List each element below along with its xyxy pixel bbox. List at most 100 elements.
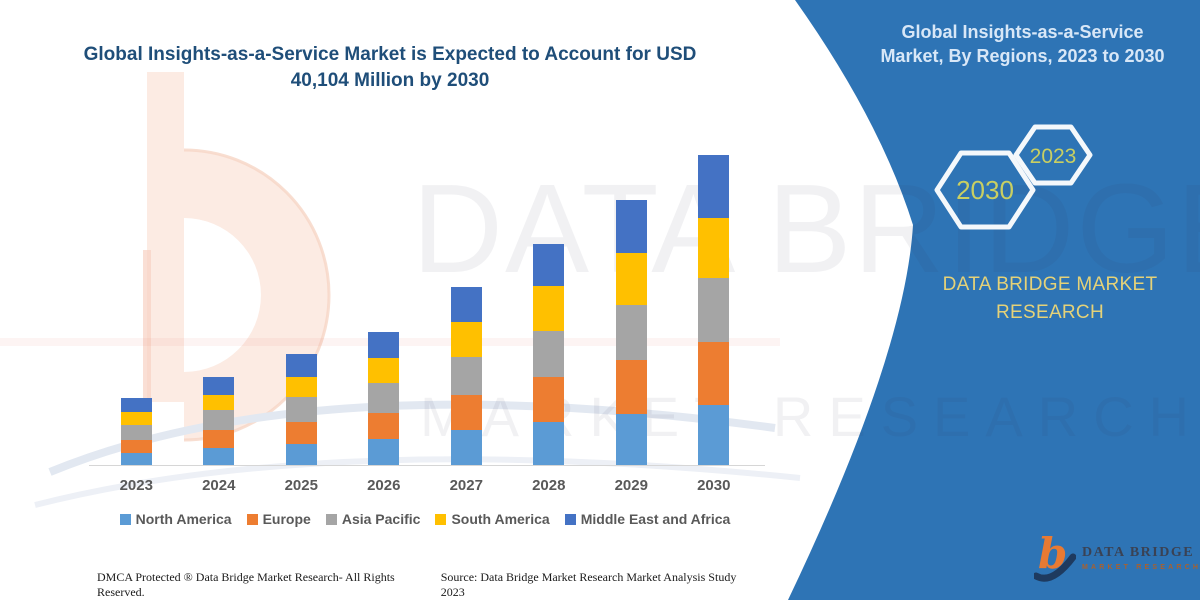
- legend-label: Europe: [262, 511, 311, 527]
- x-axis-label: 2026: [367, 477, 401, 494]
- x-axis-label: 2023: [119, 477, 153, 494]
- brand-wordmark-line1: DATA BRIDGE MARKET: [942, 274, 1158, 295]
- bar-segment: [698, 405, 730, 465]
- chart-title: Global Insights-as-a-Service Market is E…: [70, 42, 710, 94]
- legend-item: Europe: [246, 511, 311, 527]
- brand-wordmark-line2: RESEARCH: [996, 301, 1104, 323]
- bar-segment: [533, 243, 565, 287]
- legend-label: Asia Pacific: [341, 511, 421, 527]
- hexagon-2030-icon: [934, 150, 1036, 230]
- bar-segment: [450, 430, 482, 465]
- legend-swatch-icon: [246, 513, 258, 525]
- bar-column-2024: [178, 140, 261, 465]
- bar-segment: [615, 359, 647, 415]
- stacked-bar-2029: [615, 200, 647, 465]
- bar-segment: [120, 440, 152, 453]
- bar-segment: [533, 421, 565, 465]
- x-axis-label: 2025: [284, 477, 318, 494]
- legend-swatch-icon: [564, 513, 576, 525]
- bar-segment: [120, 411, 152, 426]
- bar-segment: [120, 398, 152, 412]
- bar-column-2030: [673, 140, 756, 465]
- bar-segment: [698, 341, 730, 406]
- bar-segment: [533, 286, 565, 332]
- stacked-bar-2030: [698, 155, 730, 465]
- stacked-bar-2024: [203, 377, 235, 465]
- side-panel-title-line1: Global Insights-as-a-Service: [901, 22, 1144, 42]
- bar-segment: [368, 413, 400, 440]
- bar-segment: [368, 331, 400, 359]
- bar-segment: [203, 410, 235, 431]
- chart-title-line2: 40,104 Million by 2030: [290, 70, 490, 92]
- bar-segment: [368, 358, 400, 384]
- bar-segment: [615, 414, 647, 465]
- legend-item: South America: [435, 511, 550, 527]
- logo-badge-name: DATA BRIDGE: [1082, 545, 1195, 560]
- bar-segment: [285, 354, 317, 377]
- chart-legend: North America Europe Asia Pacific South Ame…: [95, 511, 755, 527]
- bar-column-2027: [425, 140, 508, 465]
- hexagon-2023-icon: [1013, 124, 1093, 186]
- stacked-bar-2025: [285, 354, 317, 465]
- hexagon-2030-label: 2030: [956, 175, 1014, 205]
- side-panel-title-line2: Market, By Regions, 2023 to 2030: [880, 46, 1165, 67]
- hexagon-years-graphic: 2030 2023: [934, 124, 1093, 230]
- bar-segment: [203, 377, 235, 396]
- side-panel-title: Global Insights-as-a-Service Market, By …: [855, 20, 1190, 69]
- hexagon-2023-label: 2023: [1030, 145, 1077, 168]
- x-axis-line: [89, 465, 765, 466]
- x-axis-label: 2030: [697, 477, 731, 494]
- chart-title-line1: Global Insights-as-a-Service Market is E…: [83, 44, 697, 65]
- brand-wordmark: DATA BRIDGE MARKET RESEARCH: [925, 271, 1175, 326]
- x-axis-label: 2024: [202, 477, 236, 494]
- stacked-bar-2026: [368, 331, 400, 465]
- legend-item: Middle East and Africa: [564, 511, 731, 527]
- legend-label: Middle East and Africa: [580, 511, 731, 527]
- bar-segment: [615, 253, 647, 305]
- legend-item: North America: [119, 511, 232, 527]
- bar-segment: [698, 217, 730, 279]
- x-axis-label: 2028: [532, 477, 566, 494]
- bar-column-2025: [260, 140, 343, 465]
- bar-segment: [698, 278, 730, 342]
- bar-segment: [120, 452, 152, 465]
- bar-segment: [368, 439, 400, 465]
- bar-column-2028: [508, 140, 591, 465]
- bar-segment: [615, 200, 647, 254]
- x-axis-label: 2027: [449, 477, 483, 494]
- bar-segment: [285, 421, 317, 444]
- legend-item: Asia Pacific: [325, 511, 421, 527]
- x-axis-label: 2029: [614, 477, 648, 494]
- legend-swatch-icon: [435, 513, 447, 525]
- stacked-bar-2023: [120, 398, 152, 465]
- logo-badge-subtitle: MARKET RESEARCH: [1082, 564, 1200, 571]
- x-axis-labels: 2023 2024 2025 2026 2027 2028 2029 2030: [95, 477, 755, 494]
- footer-source-text: Source: Data Bridge Market Research Mark…: [440, 570, 737, 599]
- bar-column-2023: [95, 140, 178, 465]
- legend-label: North America: [135, 511, 232, 527]
- bar-segment: [533, 376, 565, 422]
- bar-column-2026: [343, 140, 426, 465]
- legend-swatch-icon: [119, 513, 131, 525]
- bar-column-2029: [590, 140, 673, 465]
- stacked-bar-2028: [533, 243, 565, 465]
- blue-panel-shape: [788, 0, 1200, 600]
- bar-segment: [203, 448, 235, 465]
- bar-segment: [450, 395, 482, 431]
- data-bridge-b-icon: b: [1034, 532, 1076, 582]
- bar-segment: [285, 376, 317, 397]
- bar-segment: [450, 356, 482, 396]
- bars-container: [95, 140, 755, 465]
- footer: DMCA Protected ® Data Bridge Market Rese…: [97, 570, 759, 600]
- plot-area: [89, 140, 765, 466]
- bar-segment: [120, 425, 152, 441]
- legend-swatch-icon: [325, 513, 337, 525]
- bar-segment: [285, 444, 317, 465]
- legend-label: South America: [451, 511, 550, 527]
- bar-segment: [615, 304, 647, 360]
- bar-segment: [450, 287, 482, 323]
- bar-segment: [203, 430, 235, 449]
- bar-segment: [698, 155, 730, 218]
- logo-badge-text: DATA BRIDGE MARKET RESEARCH: [1082, 545, 1200, 571]
